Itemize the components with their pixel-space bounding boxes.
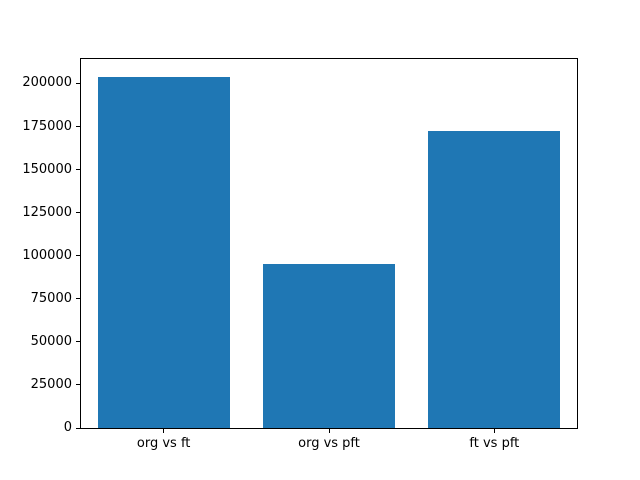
x-axis-tick-mark [163,429,165,433]
y-axis-tick-mark [76,82,80,84]
bar-ft-vs-pft [428,130,561,428]
plot-area: 0 25000 50000 75000 100000 125000 150000 175000… [22,58,578,451]
y-axis-tick-label: 75000 [30,290,72,306]
y-axis-tick-mark [76,384,80,386]
x-axis-tick-mark [493,429,495,433]
y-axis-tick-mark [76,126,80,128]
y-axis-tick-label: 0 [63,420,72,435]
x-axis-tick-label: org vs pft [298,436,360,451]
y-axis-tick-label: 125000 [22,204,72,220]
y-axis-tick-label: 100000 [22,247,72,263]
y-axis-tick-label: 150000 [22,161,72,177]
x-axis-tick-label: ft vs pft [469,436,520,451]
bar-org-vs-ft [97,76,230,428]
y-axis-tick-label: 175000 [22,118,72,134]
y-axis-tick-label: 25000 [30,376,72,392]
y-axis-tick-mark [76,298,80,300]
bar-org-vs-pft [262,264,396,428]
y-axis-tick-label: 50000 [30,333,72,349]
y-axis-tick-mark [76,212,80,214]
x-axis-tick-label: org vs ft [136,436,191,451]
y-axis-tick-label: 200000 [22,75,72,91]
x-axis-tick-mark [328,429,330,433]
y-axis-tick-mark [76,341,80,343]
y-axis-tick-mark [76,255,80,257]
y-axis-tick-mark [76,427,80,429]
y-axis-tick-mark [76,169,80,171]
